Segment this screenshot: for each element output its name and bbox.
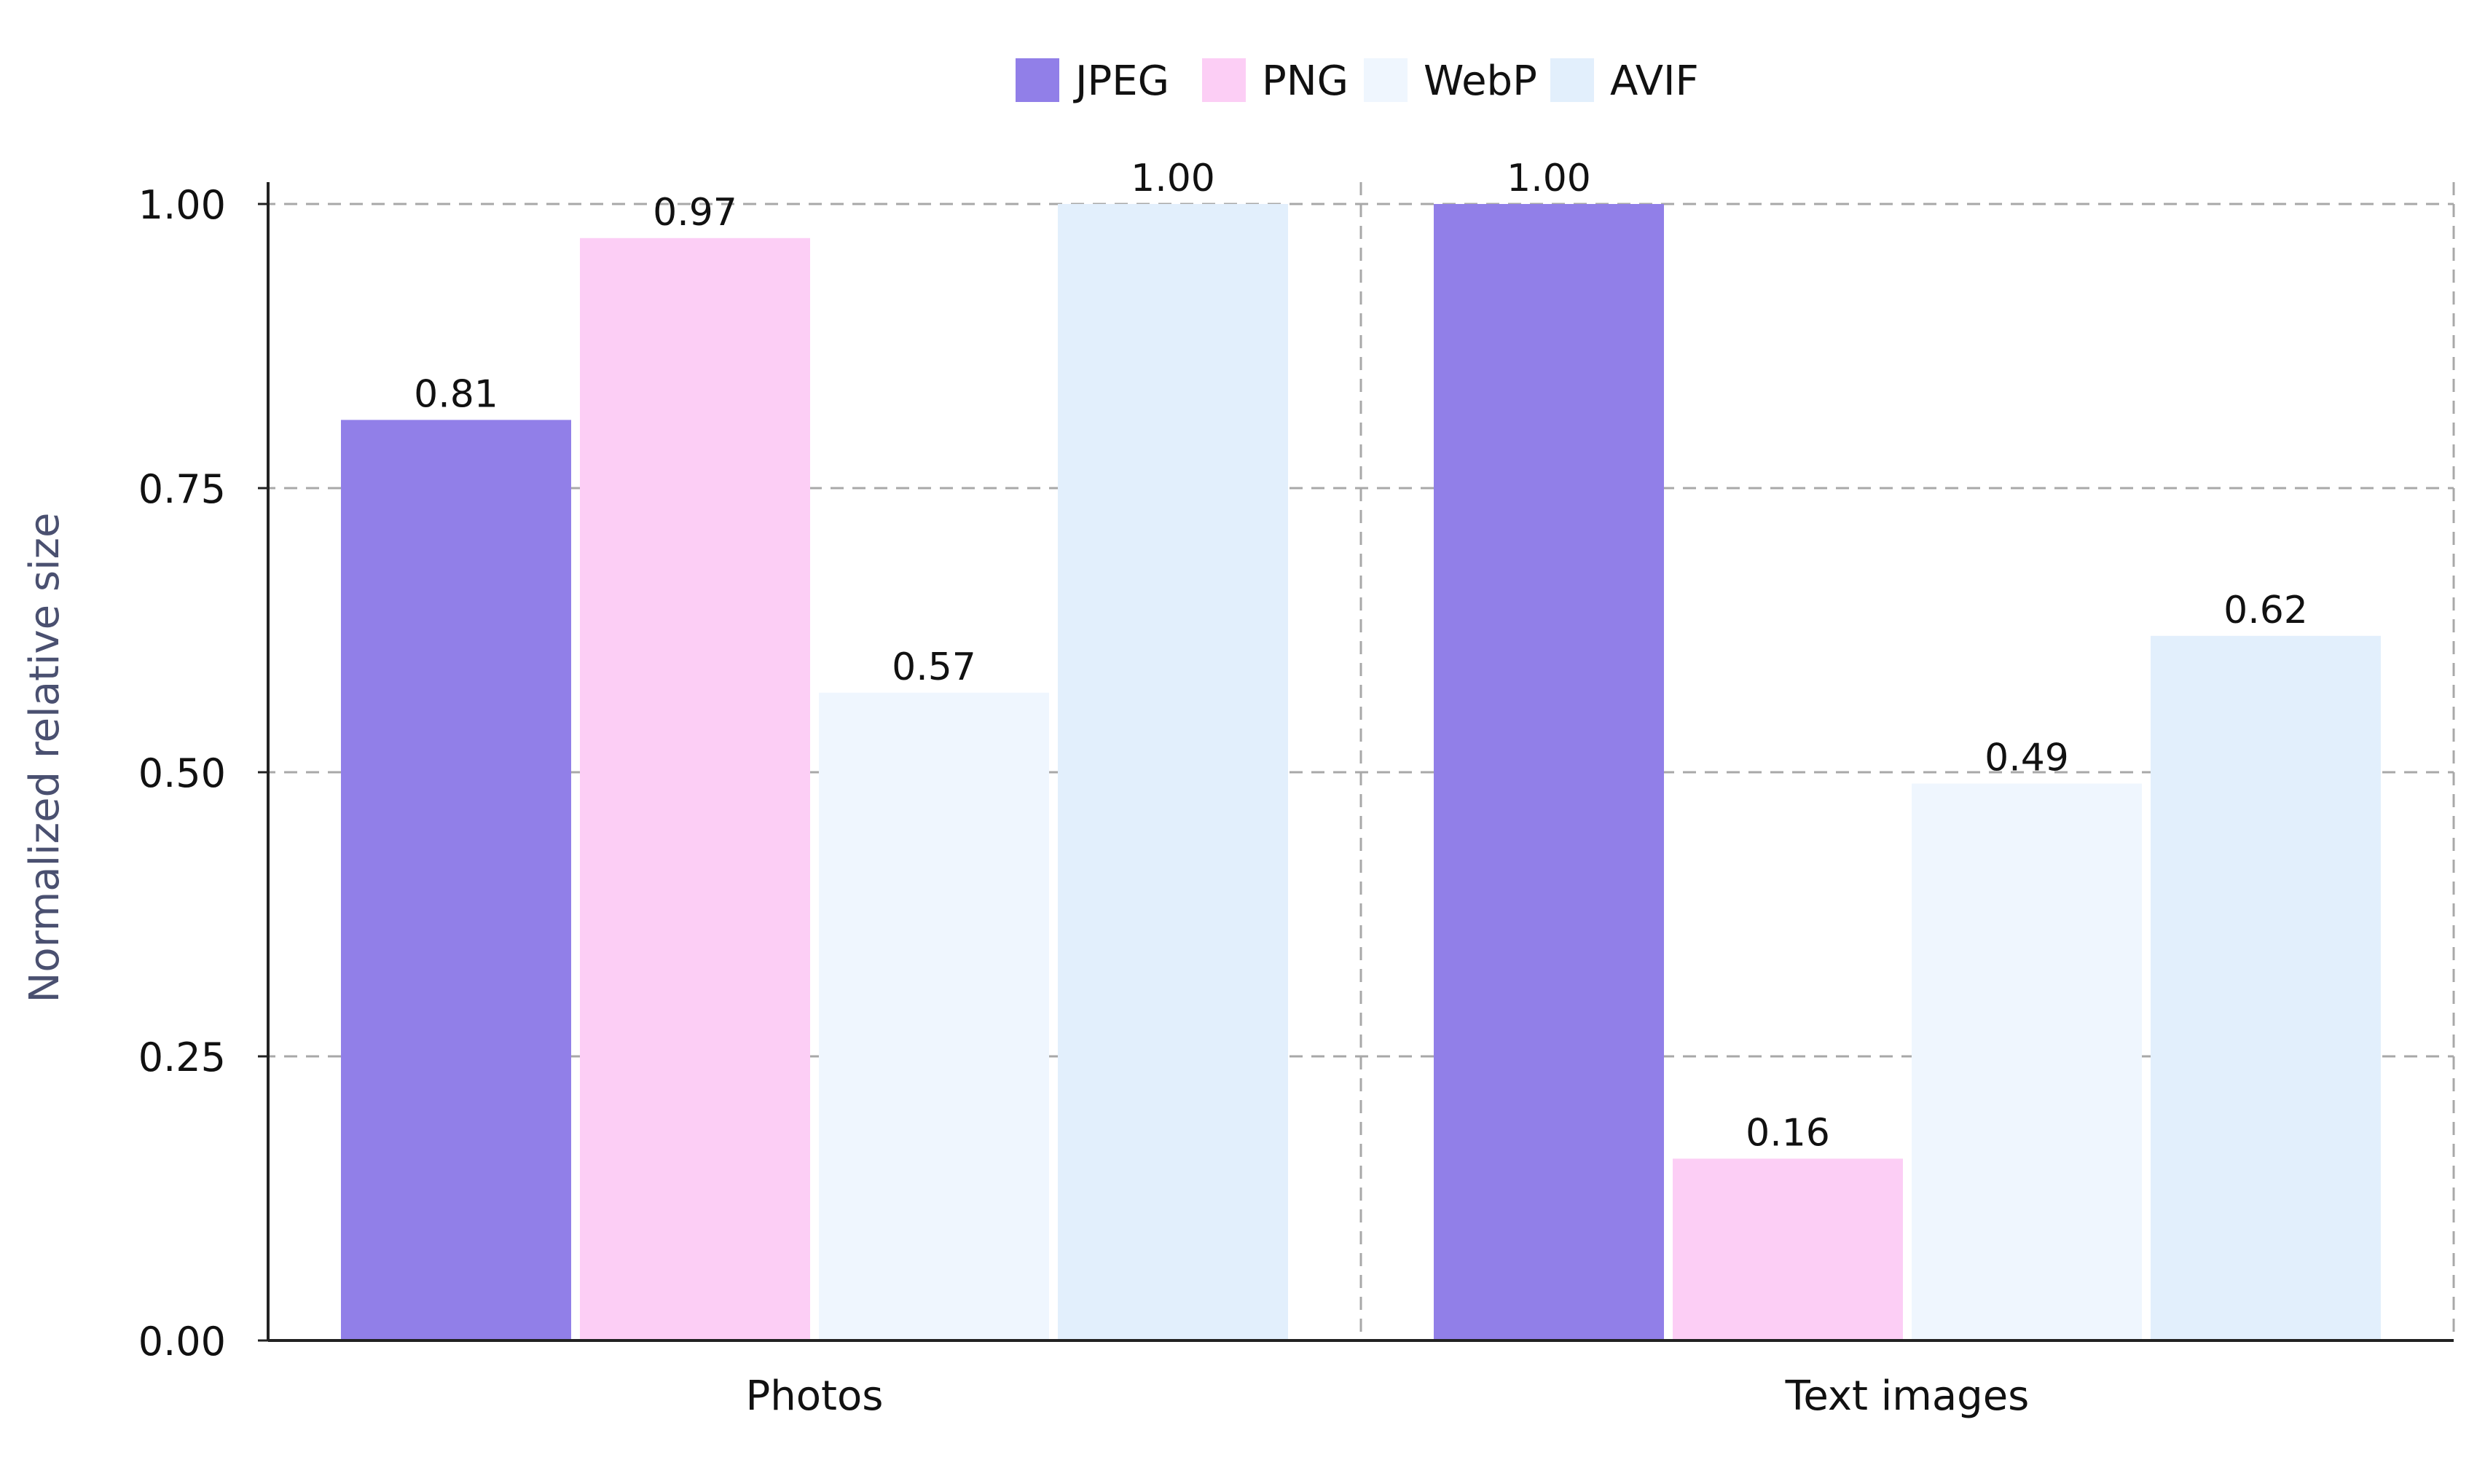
data-labels: 0.81 0.97 0.57 1.00 1.00 0.16 0.49 0.62 [414, 157, 2308, 1155]
data-label: 1.00 [1507, 157, 1591, 200]
y-tick-label: 0.50 [138, 750, 226, 796]
legend: JPEG PNG WebP AVIF [1016, 58, 1699, 105]
axes: 0.00 0.25 0.50 0.75 1.00 Photos Text images [138, 182, 2454, 1420]
legend-swatch-jpeg [1016, 58, 1059, 102]
bar-jpeg-1 [1434, 204, 1664, 1340]
data-label: 0.62 [2223, 589, 2308, 632]
y-tick-label: 0.25 [138, 1035, 226, 1080]
data-label: 0.97 [653, 191, 737, 235]
data-label: 0.16 [1746, 1111, 1830, 1155]
bars [341, 204, 2381, 1340]
legend-swatch-png [1202, 58, 1246, 102]
legend-label-webp: WebP [1424, 58, 1537, 105]
y-tick-label: 0.75 [138, 466, 226, 512]
legend-swatch-webp [1364, 58, 1408, 102]
bar-webp-0 [819, 692, 1049, 1340]
y-tick-label: 0.00 [138, 1319, 226, 1365]
data-label: 0.57 [892, 645, 976, 689]
bar-webp-1 [1912, 783, 2142, 1340]
y-tick-label: 1.00 [138, 182, 226, 228]
x-category-label: Photos [746, 1373, 884, 1420]
legend-label-jpeg: JPEG [1073, 58, 1169, 105]
data-label: 0.81 [414, 372, 498, 416]
x-category-label: Text images [1785, 1373, 2030, 1420]
legend-swatch-avif [1550, 58, 1594, 102]
bar-avif-0 [1058, 204, 1288, 1340]
legend-label-avif: AVIF [1610, 58, 1699, 105]
bar-jpeg-0 [341, 420, 571, 1340]
bar-png-1 [1673, 1158, 1903, 1340]
data-label: 1.00 [1131, 157, 1215, 200]
data-label: 0.49 [1985, 737, 2069, 780]
legend-label-png: PNG [1262, 58, 1349, 105]
bar-png-0 [580, 237, 810, 1340]
bar-avif-1 [2151, 635, 2381, 1340]
y-axis-title: Normalized relative size [21, 513, 68, 1003]
